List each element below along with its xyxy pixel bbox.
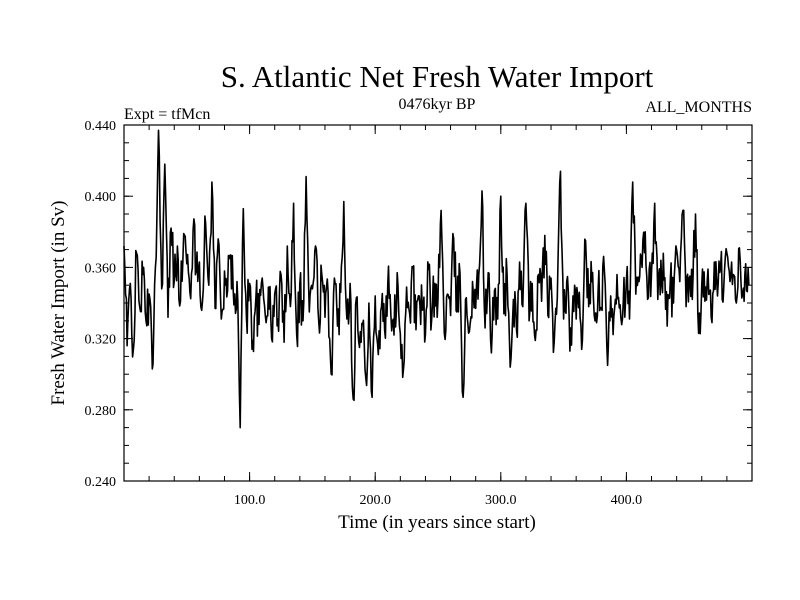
x-tick-label: 100.0 — [234, 493, 266, 508]
y-tick-label: 0.320 — [85, 333, 117, 348]
period-label: 0476kyr BP — [399, 96, 476, 113]
y-tick-label: 0.280 — [85, 404, 117, 419]
y-axis-label: Fresh Water Import (in Sv) — [48, 201, 69, 406]
y-tick-label: 0.440 — [85, 119, 117, 134]
months-label: ALL_MONTHS — [645, 99, 752, 116]
plot-frame — [123, 124, 753, 482]
experiment-label: Expt = tfMcn — [124, 106, 210, 123]
chart-title: S. Atlantic Net Fresh Water Import — [221, 59, 654, 94]
x-tick-label: 400.0 — [611, 493, 643, 508]
y-tick-label: 0.240 — [85, 475, 117, 490]
x-tick-label: 300.0 — [485, 493, 517, 508]
x-axis: 100.0 200.0 300.0 400.0 — [148, 125, 728, 508]
series-line — [123, 129, 750, 429]
x-axis-label: Time (in years since start) — [338, 512, 536, 533]
x-tick-label: 200.0 — [359, 493, 391, 508]
y-axis: 0.240 0.280 0.320 0.360 0.400 0.440 — [85, 119, 752, 490]
y-tick-label: 0.360 — [85, 261, 117, 276]
y-tick-label: 0.400 — [85, 190, 117, 205]
